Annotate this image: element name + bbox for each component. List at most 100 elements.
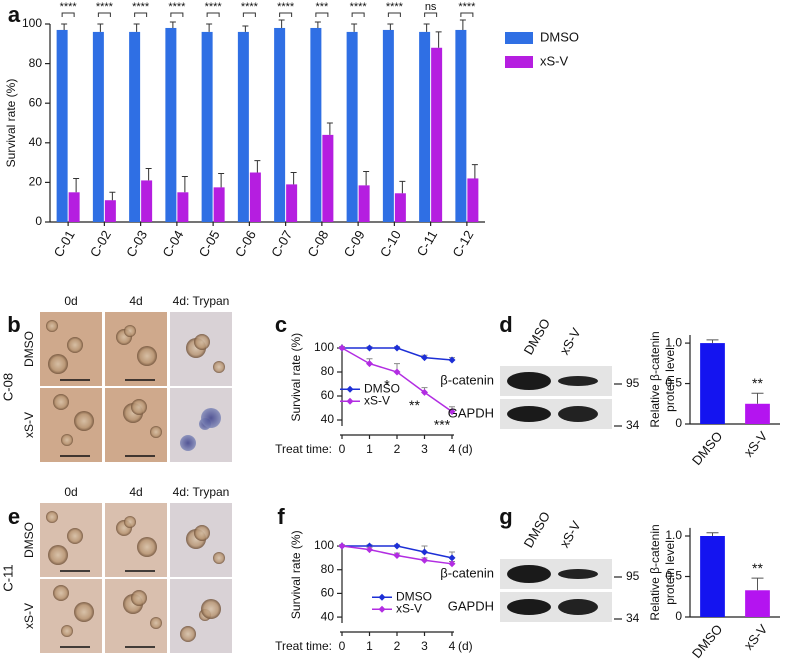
bar — [700, 343, 725, 424]
x-axis-label: Treat time: — [275, 639, 332, 653]
bar — [346, 31, 358, 223]
legend-marker — [346, 385, 354, 393]
cell — [213, 361, 225, 373]
lane-label: xS-V — [557, 518, 584, 550]
panel-letter: c — [275, 312, 287, 337]
row-label: xS-V — [22, 603, 36, 629]
error-bar — [459, 19, 466, 30]
error-bar — [133, 23, 140, 32]
y-tick-label: 80 — [29, 56, 43, 70]
y-tick-label: 1.0 — [665, 528, 682, 542]
x-tick-label: 0 — [339, 442, 346, 456]
marker — [393, 368, 401, 376]
x-tick-label: C-08 — [304, 228, 331, 260]
error-bar — [145, 168, 152, 181]
band — [507, 565, 551, 583]
marker — [448, 408, 456, 416]
panel-letter: a — [8, 2, 21, 27]
y-tick-label: 40 — [321, 609, 335, 623]
sig-bracket — [460, 12, 474, 17]
panel-letter: d — [499, 312, 512, 337]
panel-letter: f — [277, 504, 285, 529]
error-bar — [61, 23, 68, 30]
column-label: 0d — [64, 485, 77, 499]
bar — [467, 178, 479, 222]
size-marker: 95 — [626, 376, 640, 390]
y-tick-label: 0 — [35, 214, 42, 228]
marker — [421, 354, 428, 362]
column-label: 4d: Trypan — [173, 485, 230, 499]
cell — [180, 626, 196, 642]
marker — [393, 552, 401, 560]
band — [558, 406, 598, 422]
cell — [61, 434, 73, 446]
row-label: DMSO — [22, 522, 36, 558]
error-bar — [242, 25, 249, 32]
error-bar — [471, 164, 478, 179]
cell — [67, 528, 83, 544]
y-tick-label: 60 — [321, 586, 335, 600]
error-bar — [751, 392, 764, 404]
marker — [393, 344, 401, 352]
cell — [201, 599, 221, 619]
cell — [48, 354, 68, 374]
x-tick-label: C-06 — [232, 228, 259, 260]
cell — [180, 435, 196, 451]
error-bar — [314, 21, 321, 28]
cell — [61, 625, 73, 637]
x-tick-label: C-12 — [449, 228, 476, 260]
bar — [129, 31, 141, 223]
panel-letter: g — [499, 504, 512, 529]
x-tick-label: 4 — [449, 442, 456, 456]
significance: ** — [409, 397, 420, 413]
legend-label: xS-V — [540, 53, 569, 68]
bar — [745, 590, 770, 617]
column-label: 0d — [64, 294, 77, 308]
sig-bracket — [61, 12, 75, 17]
x-tick-label: 3 — [421, 442, 428, 456]
significance: **** — [241, 1, 259, 13]
error-bar — [351, 23, 358, 32]
bar — [249, 172, 261, 222]
cell — [213, 552, 225, 564]
x-tick-label: C-11 — [414, 228, 441, 259]
x-tick-label: 3 — [421, 639, 428, 653]
sig-bracket — [170, 12, 184, 17]
sig-bracket — [97, 12, 111, 17]
error-bar — [399, 180, 406, 194]
x-tick-label: 1 — [366, 639, 373, 653]
y-tick-label: 20 — [29, 175, 43, 189]
cell — [67, 337, 83, 353]
sig-bracket — [242, 12, 256, 17]
cell — [124, 325, 136, 337]
significance: **** — [60, 1, 78, 13]
x-tick-label: xS-V — [741, 621, 771, 652]
bar — [213, 187, 225, 222]
significance: **** — [132, 1, 150, 13]
row-label: DMSO — [22, 331, 36, 367]
x-tick-label: C-02 — [87, 228, 114, 260]
marker — [366, 344, 373, 352]
cell — [194, 334, 210, 350]
cell — [137, 537, 157, 557]
bar — [177, 192, 189, 222]
x-tick-label: C-05 — [196, 228, 223, 260]
y-tick-label: 100 — [314, 538, 334, 552]
cell — [124, 516, 136, 528]
column-label: 4d — [129, 485, 142, 499]
legend-label: xS-V — [364, 393, 390, 407]
significance: ** — [752, 560, 763, 576]
bar — [700, 536, 725, 617]
bar — [310, 27, 322, 223]
error-bar — [206, 23, 213, 32]
x-tick-label: DMSO — [689, 621, 726, 660]
micrograph — [105, 503, 167, 577]
bar — [394, 193, 406, 222]
sig-bracket — [206, 12, 220, 17]
y-axis-label: Relative β-catenin — [648, 524, 662, 620]
y-axis-label: Survival rate (%) — [4, 79, 18, 168]
y-tick-label: 0 — [675, 609, 682, 623]
micrograph — [105, 312, 167, 386]
x-tick-label: DMSO — [689, 428, 726, 468]
marker — [366, 360, 373, 368]
